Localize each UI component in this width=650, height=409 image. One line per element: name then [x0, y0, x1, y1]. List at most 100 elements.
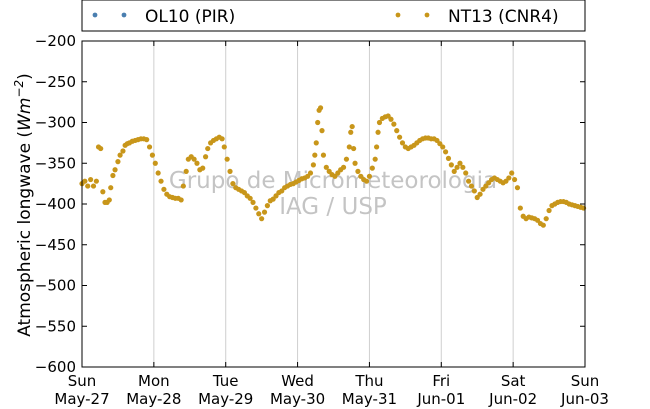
data-point-series-1 — [307, 170, 314, 176]
data-point-series-1 — [178, 197, 184, 203]
data-point-series-1 — [224, 156, 230, 162]
data-point-series-1 — [310, 162, 316, 168]
y-axis-label-text: Atmospheric longwave — [15, 143, 35, 337]
data-point-series-1 — [509, 170, 515, 176]
data-point-series-1 — [460, 164, 466, 170]
x-tick-label-day: Tue — [212, 372, 239, 390]
data-point-series-1 — [355, 168, 361, 174]
data-point-series-1 — [543, 216, 549, 222]
data-point-series-1 — [82, 178, 88, 184]
watermark-line2: IAG / USP — [279, 194, 387, 220]
legend-label-nt13: NT13 (CNR4) — [448, 7, 559, 27]
legend-label-ol10: OL10 (PIR) — [145, 7, 235, 27]
y-axis-unit-base: Wm — [15, 98, 35, 131]
data-point-series-1 — [372, 156, 378, 162]
data-point-series-1 — [375, 129, 381, 135]
x-tick-label-date: Jun-03 — [560, 390, 609, 408]
data-point-series-1 — [106, 197, 112, 203]
data-point-series-1 — [397, 134, 403, 140]
data-point-series-1 — [98, 145, 104, 152]
data-point-series-1 — [230, 181, 236, 187]
data-point-series-1 — [471, 188, 477, 194]
y-tick-label: −300 — [35, 114, 76, 132]
data-point-series-1 — [457, 160, 463, 166]
data-point-series-1 — [540, 222, 546, 228]
y-tick-label: −450 — [35, 236, 76, 254]
data-point-series-1 — [451, 168, 457, 174]
x-tick-label-day: Sat — [501, 372, 526, 390]
x-tick-label-day: Wed — [281, 372, 314, 390]
data-point-series-1 — [200, 165, 206, 171]
data-point-series-1 — [366, 173, 373, 179]
data-point-series-1 — [247, 195, 253, 201]
data-point-series-1 — [391, 121, 397, 127]
x-tick-label-date: May-29 — [198, 390, 253, 408]
data-point-series-1 — [445, 155, 452, 161]
data-point-series-1 — [117, 152, 123, 158]
data-point-series-1 — [317, 105, 324, 111]
y-tick-label: −250 — [35, 73, 76, 91]
data-point-series-1 — [85, 183, 91, 189]
y-axis: −200 −250 −300 −350 −400 −450 −500 −550 −600 — [35, 32, 585, 376]
data-point-series-1 — [323, 164, 329, 170]
data-point-series-1 — [313, 140, 319, 146]
x-tick-label-day: Thu — [354, 372, 383, 390]
data-point-series-1 — [202, 154, 209, 160]
watermark-line1: Grupo de Micrometeorologia — [169, 168, 497, 194]
x-tick-label-date: May-28 — [126, 390, 181, 408]
data-point-series-1 — [112, 167, 118, 173]
data-point-series-1 — [152, 160, 158, 166]
x-tick-label-date: May-31 — [342, 390, 397, 408]
data-point-series-1 — [468, 183, 475, 189]
data-point-series-1 — [352, 160, 358, 166]
data-point-series-1 — [394, 128, 400, 134]
x-tick-label-day: Sun — [571, 372, 600, 390]
data-point-series-1 — [369, 165, 375, 171]
x-tick-label-date: May-27 — [54, 390, 109, 408]
data-point-series-1 — [149, 152, 156, 158]
data-point-series-1 — [442, 149, 449, 155]
plot-area — [82, 41, 585, 367]
legend-frame — [81, 0, 586, 32]
x-tick-label-day: Fri — [432, 372, 450, 390]
data-point-series-1 — [250, 199, 256, 205]
gridlines — [153, 41, 514, 367]
data-point-series-1 — [108, 185, 114, 191]
data-point-series-1 — [463, 170, 469, 176]
data-point-series-1 — [259, 216, 265, 222]
data-point-series-1 — [90, 183, 97, 189]
data-point-series-1 — [191, 156, 197, 162]
data-point-series-1 — [253, 205, 259, 211]
legend: OL10 (PIR) NT13 (CNR4) — [81, 0, 586, 32]
data-point-series-1 — [399, 140, 406, 146]
y-tick-label: −350 — [35, 154, 76, 172]
data-point-series-1 — [194, 160, 200, 166]
y-tick-label: −500 — [35, 277, 76, 295]
data-point-series-1 — [348, 129, 354, 135]
data-point-series-1 — [261, 209, 268, 215]
data-point-series-1 — [343, 156, 350, 162]
data-point-series-1 — [146, 144, 153, 150]
x-tick-label-date: Jun-02 — [488, 390, 537, 408]
data-point-series-1 — [115, 159, 121, 165]
data-point-series-1 — [144, 137, 150, 143]
legend-marker-nt13 — [395, 12, 401, 18]
x-axis: SunMay-27MonMay-28TueMay-29WedMay-30ThuM… — [54, 41, 609, 408]
data-point-series-1 — [346, 144, 352, 150]
data-points — [79, 105, 587, 228]
data-point-series-1 — [88, 176, 94, 183]
data-point-series-1 — [219, 136, 225, 142]
data-point-series-1 — [440, 144, 446, 150]
y-tick-label: −200 — [35, 32, 76, 50]
data-point-series-1 — [158, 178, 164, 184]
y-axis-label: Atmospheric longwave (Wm−2) — [12, 73, 35, 337]
y-tick-label: −600 — [35, 358, 76, 376]
data-point-series-1 — [161, 186, 167, 192]
data-point-series-1 — [256, 211, 262, 217]
data-point-series-1 — [514, 185, 521, 191]
data-point-series-1 — [511, 176, 518, 183]
watermark: Grupo de Micrometeorologia IAG / USP — [169, 168, 497, 220]
y-axis-unit-exp: −2 — [12, 80, 26, 98]
data-point-series-1 — [465, 178, 472, 184]
